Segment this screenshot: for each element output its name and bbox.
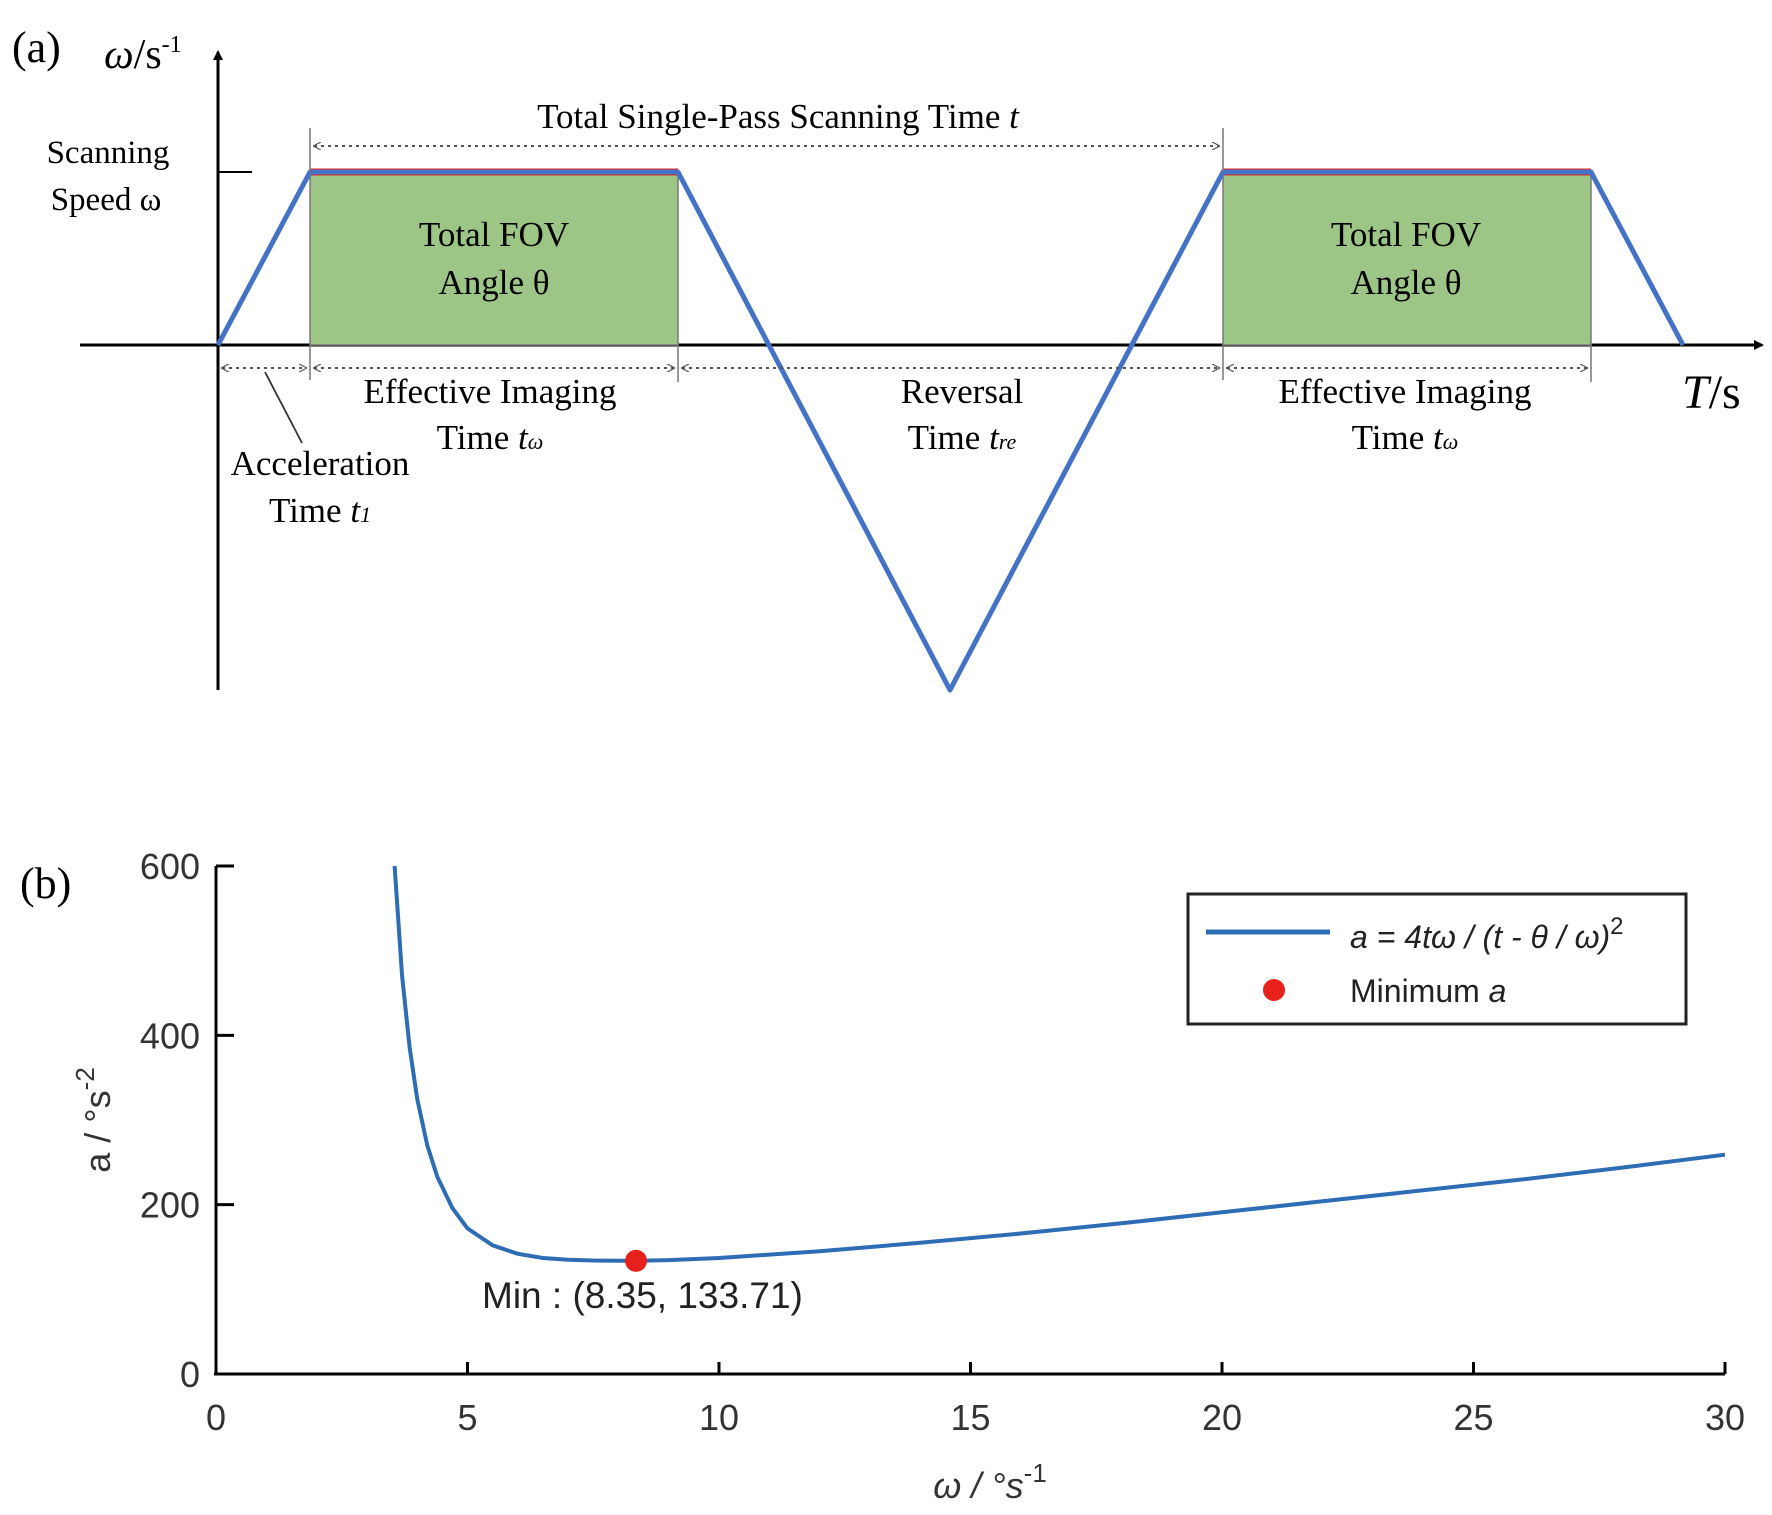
acceleration-time: Time bbox=[269, 491, 350, 530]
scanning-speed-line1: Scanning bbox=[47, 135, 170, 171]
legend: a = 4tω / (t - θ / ω)2 Minimum a bbox=[1186, 892, 1688, 1026]
y-axis-title-a: ω/s-1 bbox=[104, 32, 182, 78]
y-axis-title-b: a / °s-2 bbox=[70, 1067, 118, 1173]
fov-1-line1: Total FOV bbox=[419, 215, 569, 254]
reversal-symbol: t bbox=[989, 418, 1000, 457]
legend-marker-swatch bbox=[1263, 979, 1285, 1001]
omega-symbol: ω bbox=[104, 32, 134, 78]
axis-ticks-b bbox=[214, 864, 1727, 1376]
x-tick-label: 15 bbox=[950, 1397, 990, 1438]
x-axis-title-b-text: ω / °s bbox=[933, 1465, 1023, 1506]
tick-labels-b: 0 5 10 15 20 25 30 0 200 400 600 bbox=[140, 846, 1745, 1438]
panel-b-label: (b) bbox=[20, 859, 71, 908]
reversal-time: Time bbox=[908, 418, 989, 457]
x-tick-label: 10 bbox=[699, 1397, 739, 1438]
fov-1-line2: Angle θ bbox=[438, 263, 549, 302]
effective-2-line1: Effective Imaging bbox=[1279, 372, 1532, 411]
fov-block-2 bbox=[1222, 171, 1592, 346]
reversal-line2: Time tre bbox=[908, 418, 1017, 457]
y-unit: /s bbox=[134, 32, 162, 78]
effective-2-sub: ω bbox=[1443, 429, 1459, 454]
acceleration-line1: Acceleration bbox=[231, 444, 410, 483]
y-axis-title-b-text: a / °s bbox=[77, 1090, 118, 1172]
effective-1-sub: ω bbox=[528, 429, 544, 454]
x-tick-label: 25 bbox=[1453, 1397, 1493, 1438]
panel-a: (a) ω/s-1 T/s Scanning Speed ω Total FOV… bbox=[12, 23, 1764, 693]
effective-2-time: Time bbox=[1352, 418, 1433, 457]
y-axis-title-b-exp: -2 bbox=[70, 1067, 100, 1090]
x-tick-label: 0 bbox=[206, 1397, 226, 1438]
legend-marker-text: Minimum a bbox=[1350, 973, 1506, 1009]
legend-box bbox=[1186, 892, 1688, 1026]
x-axis-title-b-exp: -1 bbox=[1024, 1458, 1047, 1488]
effective-1-symbol: t bbox=[518, 418, 529, 457]
effective-2-symbol: t bbox=[1433, 418, 1444, 457]
acceleration-sub: 1 bbox=[360, 502, 371, 527]
acceleration-symbol: t bbox=[350, 491, 361, 530]
effective-1-time: Time bbox=[437, 418, 518, 457]
legend-line-a: a bbox=[1350, 919, 1368, 955]
fov-2-line1: Total FOV bbox=[1331, 215, 1481, 254]
legend-line-exp: 2 bbox=[1610, 913, 1623, 940]
y-tick-label: 400 bbox=[140, 1015, 200, 1056]
x-tick-label: 20 bbox=[1202, 1397, 1242, 1438]
T-symbol: T bbox=[1682, 366, 1712, 419]
x-tick-label: 30 bbox=[1705, 1397, 1745, 1438]
effective-1-line1: Effective Imaging bbox=[364, 372, 617, 411]
x-axis-title-b: ω / °s-1 bbox=[933, 1458, 1047, 1506]
effective-2-line2: Time tω bbox=[1352, 418, 1459, 457]
total-time-label: Total Single-Pass Scanning Time t bbox=[537, 97, 1020, 136]
minimum-label: Min : (8.35, 133.71) bbox=[482, 1275, 803, 1316]
total-time-symbol: t bbox=[1009, 97, 1020, 136]
x-unit: /s bbox=[1709, 366, 1741, 419]
y-tick-label: 0 bbox=[180, 1354, 200, 1395]
fov-2-line2: Angle θ bbox=[1350, 263, 1461, 302]
y-tick-label: 600 bbox=[140, 846, 200, 887]
minimum-marker bbox=[625, 1249, 648, 1272]
y-tick-label: 200 bbox=[140, 1185, 200, 1226]
effective-1-line2: Time tω bbox=[437, 418, 544, 457]
scanning-speed-line2: Speed ω bbox=[51, 182, 162, 218]
legend-line-rest: = 4tω / (t - θ / ω) bbox=[1368, 919, 1610, 955]
y-unit-exp: -1 bbox=[162, 32, 182, 58]
legend-marker-a: a bbox=[1489, 973, 1507, 1009]
reversal-line1: Reversal bbox=[901, 372, 1024, 411]
legend-marker-label: Minimum bbox=[1350, 973, 1489, 1009]
legend-line-text: a = 4tω / (t - θ / ω)2 bbox=[1350, 913, 1624, 955]
fov-block-1 bbox=[309, 171, 679, 346]
acceleration-leader bbox=[264, 371, 303, 444]
x-tick-label: 5 bbox=[457, 1397, 477, 1438]
total-time-text: Total Single-Pass Scanning Time bbox=[537, 97, 1009, 136]
acceleration-line2: Time t1 bbox=[269, 491, 371, 530]
x-axis-title-a: T/s bbox=[1682, 366, 1741, 419]
reversal-sub: re bbox=[999, 429, 1017, 454]
panel-a-label: (a) bbox=[12, 23, 61, 72]
panel-b: (b) 0 5 10 15 20 25 30 0 200 400 600 ω / °s-1 a / … bbox=[20, 846, 1745, 1506]
